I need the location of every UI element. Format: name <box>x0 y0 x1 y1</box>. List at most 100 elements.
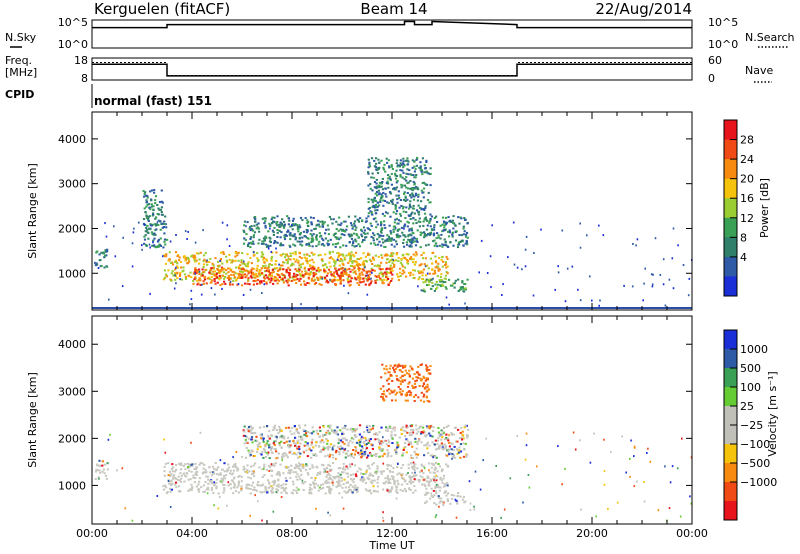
echo-scatter <box>629 457 631 460</box>
echo-cell <box>406 182 409 185</box>
echo-cell <box>165 275 169 278</box>
echo-cell <box>237 267 241 270</box>
echo-cell <box>357 219 360 222</box>
echo-cell <box>380 193 383 196</box>
echo-cell <box>332 475 335 478</box>
echo-cell <box>252 240 255 243</box>
echo-scatter <box>253 470 255 473</box>
echo-cell <box>425 433 429 436</box>
echo-cell <box>169 475 172 477</box>
echo-cell <box>276 229 279 231</box>
echo-cell <box>440 470 443 473</box>
echo-cell <box>412 273 415 276</box>
echo-cell <box>436 483 440 486</box>
echo-cell <box>414 440 417 443</box>
echo-cell <box>395 186 398 189</box>
echo-cell <box>417 220 420 223</box>
echo-cell <box>273 424 277 427</box>
echo-scatter <box>338 447 341 450</box>
echo-cell <box>365 236 368 239</box>
echo-cell <box>325 228 328 231</box>
echo-cell <box>377 255 380 258</box>
echo-cell <box>205 471 208 474</box>
echo-cell <box>275 435 278 438</box>
echo-cell <box>368 163 371 166</box>
echo-cell <box>203 490 206 493</box>
echo-scatter <box>174 274 176 277</box>
echo-cell <box>234 462 237 465</box>
echo-cell <box>443 226 446 229</box>
echo-cell <box>366 465 369 468</box>
echo-cell <box>285 492 288 495</box>
echo-scatter <box>438 505 440 508</box>
echo-cell <box>410 428 413 431</box>
echo-cell <box>331 462 335 464</box>
echo-cell <box>361 273 364 276</box>
echo-scatter <box>184 230 187 233</box>
echo-cell <box>374 490 377 493</box>
echo-cell <box>281 273 284 276</box>
echo-cell <box>417 204 420 207</box>
echo-cell <box>391 255 394 258</box>
echo-cell <box>270 489 273 492</box>
echo-cell <box>318 270 321 273</box>
echo-cell <box>219 258 222 260</box>
echo-cell <box>250 225 253 228</box>
echo-scatter <box>610 451 612 454</box>
echo-cell <box>260 280 263 283</box>
echo-cell <box>453 282 456 285</box>
echo-cell <box>403 447 406 450</box>
echo-cell <box>258 269 261 272</box>
echo-cell <box>462 227 465 230</box>
echo-cell <box>397 364 400 367</box>
echo-cell <box>159 237 162 240</box>
echo-cell <box>207 478 210 481</box>
echo-scatter <box>368 439 371 442</box>
echo-cell <box>384 170 387 173</box>
echo-cell <box>348 454 351 457</box>
echo-cell <box>429 184 432 187</box>
echo-cell <box>445 494 448 497</box>
echo-cell <box>408 480 411 483</box>
echo-cell <box>385 365 388 368</box>
echo-cell <box>143 238 147 241</box>
echo-cell <box>145 216 149 219</box>
echo-cell <box>409 441 413 444</box>
echo-scatter <box>198 270 201 273</box>
echo-cell <box>182 464 185 467</box>
echo-cell <box>231 260 234 263</box>
echo-cell <box>318 240 321 243</box>
echo-cell <box>387 439 390 442</box>
echo-cell <box>426 366 429 369</box>
echo-scatter <box>131 242 134 245</box>
echo-scatter <box>122 236 124 239</box>
echo-cell <box>392 426 395 429</box>
echo-cell <box>295 492 299 494</box>
echo-cell <box>210 474 213 477</box>
echo-cell <box>353 255 356 258</box>
echo-cell <box>426 383 429 386</box>
echo-cell <box>240 480 243 483</box>
echo-cell <box>431 496 434 498</box>
echo-cell <box>213 280 216 283</box>
echo-cell <box>364 232 367 235</box>
echo-cell <box>217 265 220 268</box>
echo-cell <box>276 241 279 244</box>
echo-cell <box>146 196 149 199</box>
echo-cell <box>454 239 458 242</box>
echo-cell <box>422 196 425 199</box>
echo-cell <box>351 268 354 271</box>
nsky-tick-top: 10^5 <box>58 16 88 29</box>
echo-cell <box>417 427 421 430</box>
echo-scatter <box>672 227 675 230</box>
echo-cell <box>369 438 372 441</box>
echo-cell <box>364 472 367 475</box>
echo-cell <box>248 454 252 457</box>
echo-cell <box>400 204 403 207</box>
echo-cell <box>347 233 350 236</box>
echo-cell <box>385 254 388 257</box>
echo-cell <box>202 484 206 487</box>
echo-cell <box>400 226 404 229</box>
echo-cell <box>189 478 192 481</box>
echo-cell <box>256 450 259 453</box>
